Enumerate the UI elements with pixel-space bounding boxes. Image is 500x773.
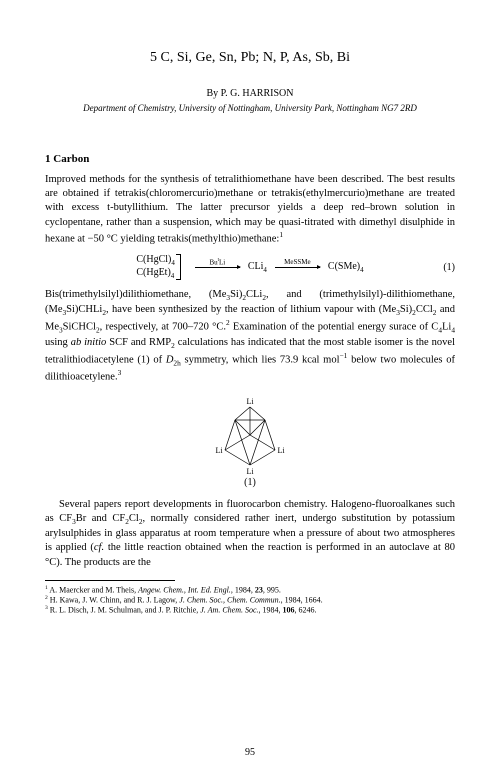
molecule-svg: Li Li Li Li [205,395,295,475]
arrow-2: MeSSMe [275,267,320,268]
footnote-2: 2 H. Kawa, J. W. Chinn, and R. J. Lagow,… [45,595,455,605]
diagram-label-li-left: Li [215,446,223,455]
diagram-label-li-bottom: Li [246,467,254,475]
structure-diagram: Li Li Li Li (1) [45,395,455,488]
page-number: 95 [0,747,500,758]
paragraph-2: Bis(trimethylsilyl)dilithiomethane, (Me3… [45,288,455,385]
paragraph-3: Several papers report developments in fl… [45,498,455,570]
equation-number: (1) [443,262,455,273]
footnote-1: 1 A. Maercker and M. Theis, Angew. Chem.… [45,585,455,595]
diagram-label-li-right: Li [277,446,285,455]
equation-left-bracket: C(HgCl)4 C(HgEt)4 [136,254,175,280]
affiliation: Department of Chemistry, University of N… [45,103,455,113]
eq-mid: CLi4 [248,261,267,274]
page-container: 5 C, Si, Ge, Sn, Pb; N, P, As, Sb, Bi By… [0,0,500,773]
arrow-2-label: MeSSMe [275,258,320,266]
eq-right: C(SMe)4 [328,261,364,274]
byline: By P. G. HARRISON [45,88,455,99]
arrow-1-label: ButLi [195,258,240,266]
arrow-1: ButLi [195,267,240,268]
footnote-3: 3 R. L. Disch, J. M. Schulman, and J. P.… [45,605,455,615]
eq-left-bottom: C(HgEt)4 [136,267,174,280]
chapter-title: 5 C, Si, Ge, Sn, Pb; N, P, As, Sb, Bi [45,50,455,66]
section-heading: 1 Carbon [45,153,455,165]
eq-left-top: C(HgCl)4 [136,254,175,267]
diagram-caption: (1) [45,477,455,488]
paragraph-1: Improved methods for the synthesis of te… [45,173,455,246]
equation-1: C(HgCl)4 C(HgEt)4 ButLi CLi4 MeSSMe C(SM… [45,254,455,280]
diagram-label-li-top: Li [246,397,254,406]
